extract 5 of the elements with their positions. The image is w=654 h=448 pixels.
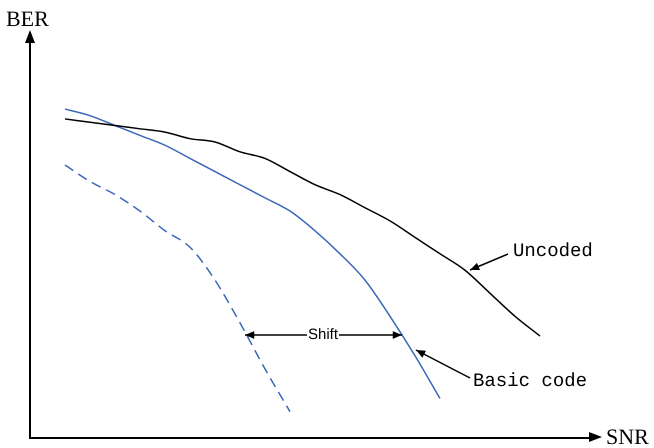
y-axis-title: BER bbox=[6, 6, 49, 32]
series-label: Basic code bbox=[473, 370, 588, 392]
legend-label: Uncoded bbox=[513, 240, 593, 262]
annotation: Shift bbox=[307, 326, 340, 343]
x-axis-title: SNR bbox=[606, 424, 649, 448]
